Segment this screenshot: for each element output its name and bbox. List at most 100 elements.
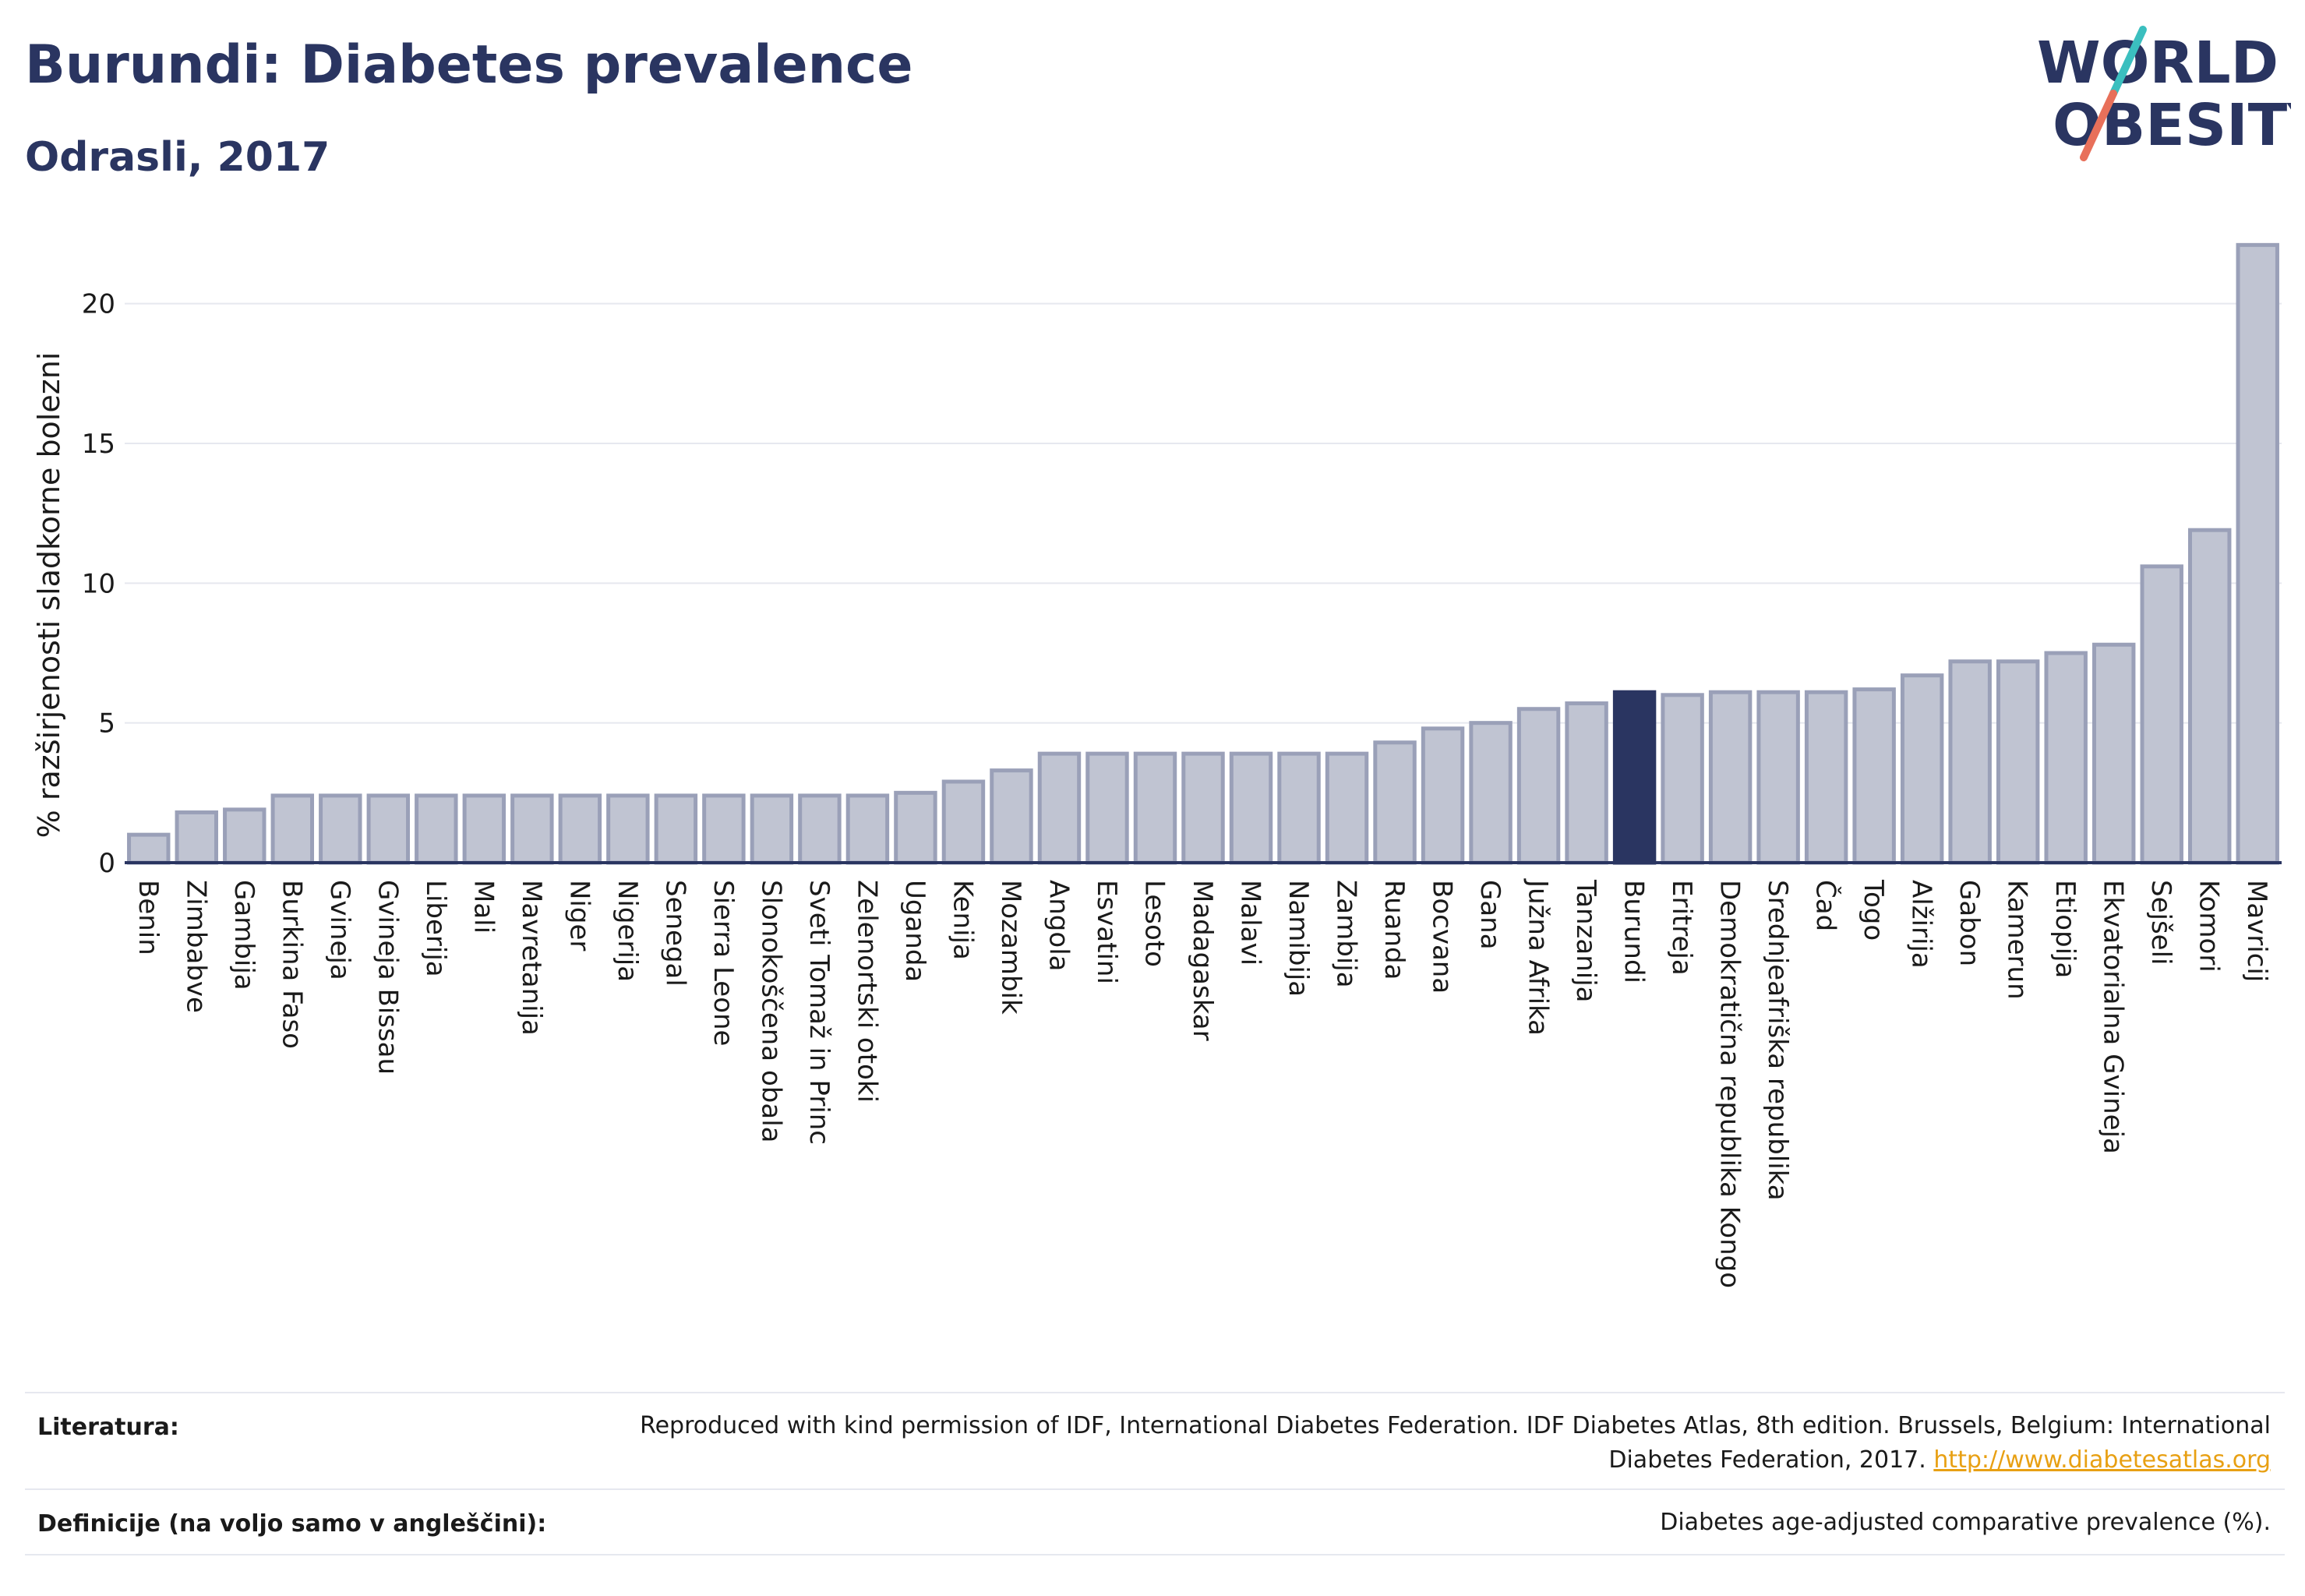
- bar-chart: 0 5 10 15 20 Benin Zimbabve Gambija Burkina Fas…: [32, 242, 2282, 1288]
- x-category-label: Kamerun: [2002, 880, 2033, 1000]
- literature-citation: Reproduced with kind permission of IDF, …: [640, 1412, 2271, 1474]
- footer-divider-middle: [25, 1488, 2285, 1490]
- bar: [1085, 751, 1129, 865]
- x-category-label: Malavi: [1235, 880, 1266, 966]
- x-category-label: Tanzanija: [1570, 879, 1601, 1002]
- bar: [127, 832, 171, 865]
- y-tick-label: 0: [98, 848, 115, 879]
- x-category-label: Liberija: [420, 880, 451, 977]
- x-category-label: Ruanda: [1378, 880, 1410, 980]
- x-category-label: Senegal: [659, 880, 690, 987]
- x-category-label: Namibija: [1283, 880, 1314, 997]
- bar: [175, 810, 218, 865]
- x-category-label: Srednjeafriška republika: [1762, 880, 1793, 1201]
- bar: [415, 793, 458, 865]
- x-category-label: Madagaskar: [1187, 880, 1218, 1041]
- x-category-label: Demokratična republika Kongo: [1714, 880, 1746, 1288]
- x-category-label: Niger: [563, 880, 595, 951]
- x-category-label: Mali: [468, 880, 499, 934]
- literature-link[interactable]: http://www.diabetesatlas.org: [1933, 1446, 2271, 1474]
- y-axis-title: % razširjenosti sladkorne bolezni: [32, 352, 66, 839]
- y-tick-label: 20: [82, 289, 115, 320]
- bar: [1037, 751, 1082, 865]
- bar: [990, 768, 1033, 865]
- x-category-label: Čad: [1810, 880, 1842, 931]
- y-tick-label: 15: [82, 429, 115, 460]
- logo-slash-bottom: [2080, 90, 2117, 161]
- bar: [1516, 707, 1561, 865]
- x-category-label: Burundi: [1618, 880, 1650, 983]
- bar: [1277, 751, 1321, 865]
- x-category-label: Nigerija: [612, 880, 643, 982]
- bar: [1133, 751, 1177, 865]
- bar: [1661, 693, 1704, 865]
- footer-divider-bottom: [25, 1554, 2285, 1555]
- bar: [510, 793, 554, 865]
- x-category-label: Sierra Leone: [708, 880, 739, 1046]
- bar: [1325, 751, 1369, 865]
- bar: [1565, 701, 1608, 865]
- bar: [1181, 751, 1225, 865]
- literature-text: Reproduced with kind permission of IDF, …: [556, 1409, 2271, 1478]
- page-title: Burundi: Diabetes prevalence: [25, 34, 913, 96]
- y-tick-label: 5: [98, 708, 115, 740]
- bar: [1852, 687, 1896, 865]
- bar: [319, 793, 362, 865]
- x-category-label: Sveti Tomaž in Princ: [803, 880, 835, 1145]
- bar: [1900, 673, 1944, 865]
- bar: [223, 807, 267, 865]
- literature-label: Literatura:: [37, 1414, 179, 1441]
- bar: [558, 793, 602, 865]
- bar: [462, 793, 507, 865]
- definitions-label: Definicije (na voljo samo v angleščini):: [37, 1510, 547, 1538]
- x-category-label: Komori: [2194, 880, 2225, 973]
- x-category-label: Gambija: [228, 880, 259, 990]
- bar: [1421, 726, 1465, 865]
- x-category-label: Esvatini: [1091, 880, 1122, 984]
- bar: [606, 793, 650, 865]
- bar: [2091, 642, 2136, 865]
- x-category-label: Sejšeli: [2145, 880, 2176, 965]
- x-category-label: Etiopija: [2049, 880, 2081, 978]
- x-category-label: Zelenortski otoki: [851, 880, 882, 1103]
- bar: [1708, 690, 1753, 865]
- bar: [2140, 564, 2183, 865]
- world-obesity-logo: WORLD OBESITY: [2037, 26, 2291, 161]
- x-category-label: Bocvana: [1427, 880, 1458, 994]
- x-category-label: Mavricij: [2241, 880, 2272, 982]
- x-category-label: Mavretanija: [516, 880, 547, 1036]
- bar: [366, 793, 411, 865]
- x-category-label: Gana: [1474, 880, 1505, 950]
- x-category-label: Zambija: [1331, 880, 1362, 988]
- logo-slash-top: [2109, 26, 2147, 97]
- page-subtitle: Odrasli, 2017: [25, 134, 330, 181]
- bar: [845, 793, 890, 865]
- bar: [270, 793, 315, 865]
- bar: [654, 793, 698, 865]
- x-category-label: Slonokoščena obala: [755, 880, 786, 1142]
- x-category-label: Mozambik: [995, 880, 1026, 1015]
- bar: [1996, 659, 2040, 865]
- bar: [1756, 690, 1800, 865]
- x-category-label: Angola: [1043, 880, 1074, 971]
- bar: [1469, 721, 1513, 865]
- bar: [702, 793, 746, 865]
- x-category-label: Uganda: [899, 880, 930, 982]
- x-category-label: Gvineja: [324, 880, 355, 980]
- x-category-label: Ekvatorialna Gvineja: [2098, 880, 2129, 1154]
- y-tick-label: 10: [82, 568, 115, 599]
- x-category-label: Eritreja: [1666, 880, 1697, 976]
- bar: [2236, 242, 2279, 865]
- bar: [750, 793, 794, 865]
- chart-bars: [127, 242, 2279, 865]
- bar: [1373, 740, 1417, 865]
- x-axis-labels: Benin Zimbabve Gambija Burkina Faso Gvineja G…: [132, 878, 2272, 1288]
- bar: [894, 790, 937, 865]
- x-category-label: Benin: [132, 880, 164, 955]
- x-category-label: Južna Afrika: [1523, 878, 1554, 1036]
- bar: [798, 793, 842, 865]
- x-category-label: Lesoto: [1138, 880, 1170, 967]
- x-category-label: Kenija: [947, 880, 978, 960]
- y-axis-ticks: 0 5 10 15 20: [82, 289, 115, 879]
- x-category-label: Gabon: [1954, 880, 1985, 966]
